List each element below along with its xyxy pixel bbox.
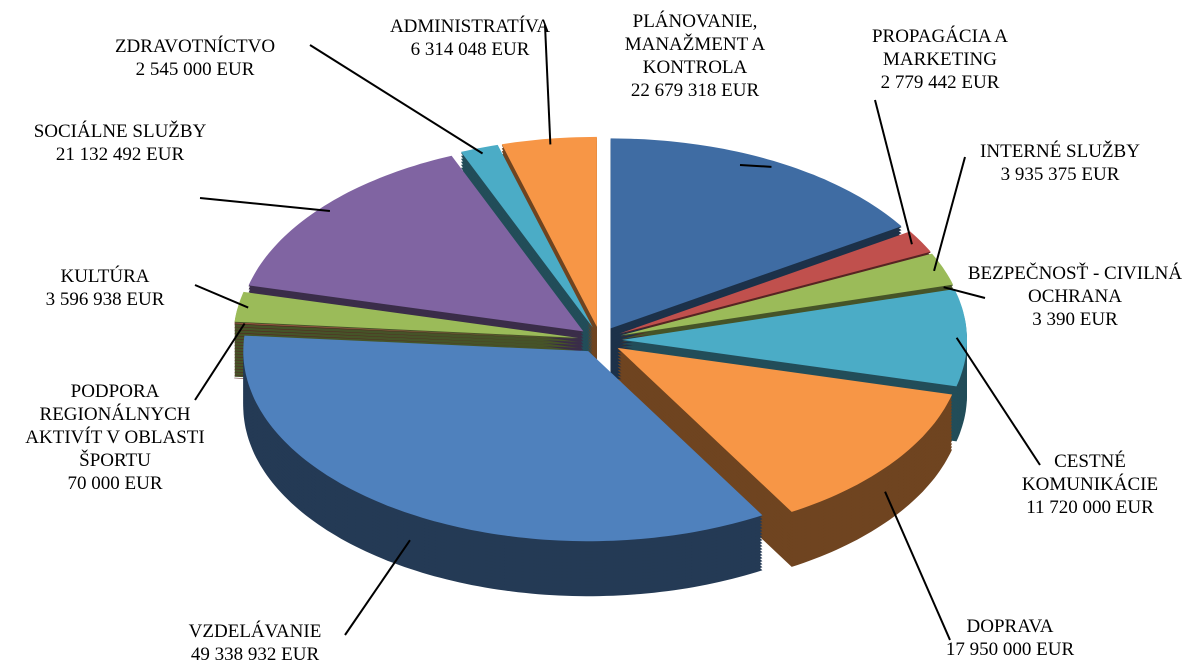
slice-label: INTERNÉ SLUŽBY 3 935 375 EUR xyxy=(950,140,1170,186)
leader-line xyxy=(344,539,411,636)
value-label: 17 950 000 EUR xyxy=(945,639,1075,660)
leader-line xyxy=(194,322,246,401)
value-label: 2 779 442 EUR xyxy=(880,72,1000,93)
leader-line xyxy=(309,44,484,155)
slice-label: VZDELÁVANIE 49 338 932 EUR xyxy=(145,620,365,666)
slice-label: DOPRAVA 17 950 000 EUR xyxy=(910,615,1110,661)
leader-line xyxy=(884,491,951,641)
slice xyxy=(234,291,579,338)
value-label: 70 000 EUR xyxy=(67,473,163,494)
slice-label: KULTÚRA 3 596 938 EUR xyxy=(10,265,200,311)
category: KULTÚRA xyxy=(60,266,150,287)
leader-line xyxy=(199,197,331,213)
value-label: 21 132 492 EUR xyxy=(55,144,185,165)
slice-label: BEZPEČNOSŤ - CIVILNÁ OCHRANA 3 390 EUR xyxy=(960,262,1189,331)
slice-side xyxy=(234,326,579,343)
leader-line xyxy=(544,24,552,145)
leader-line xyxy=(955,337,1041,466)
leader-line xyxy=(739,164,772,168)
slice xyxy=(461,144,593,328)
value-label: 11 720 000 EUR xyxy=(1026,497,1154,518)
value-label: 3 596 938 EUR xyxy=(45,289,165,310)
slice xyxy=(243,335,763,542)
slice-label: PODPORA REGIONÁLNYCH AKTIVÍT V OBLASTI Š… xyxy=(5,380,225,495)
leader-line xyxy=(194,284,249,309)
slice-side xyxy=(234,323,579,340)
category: CESTNÉ KOMUNIKÁCIE xyxy=(1021,451,1159,495)
slice-side xyxy=(234,332,579,349)
category: BEZPEČNOSŤ - CIVILNÁ OCHRANA xyxy=(967,263,1183,307)
category: PODPORA REGIONÁLNYCH AKTIVÍT V OBLASTI Š… xyxy=(25,381,205,471)
category: ADMINISTRATÍVA xyxy=(389,16,551,37)
slice-label: PROPAGÁCIA A MARKETING 2 779 442 EUR xyxy=(840,25,1040,94)
slice xyxy=(610,138,902,329)
category: INTERNÉ SLUŽBY xyxy=(980,141,1140,162)
slice xyxy=(248,155,584,332)
leader-line xyxy=(933,156,966,272)
leader-line xyxy=(943,286,986,299)
slice xyxy=(620,253,953,336)
slice xyxy=(617,347,953,512)
category: PROPAGÁCIA A MARKETING xyxy=(871,26,1009,70)
category: SOCIÁLNE SLUŽBY xyxy=(33,121,207,142)
category: DOPRAVA xyxy=(966,616,1054,637)
category: VZDELÁVANIE xyxy=(188,621,322,642)
slice xyxy=(501,136,597,327)
value-label: 2 545 000 EUR xyxy=(135,59,255,80)
value-label: 6 314 048 EUR xyxy=(410,39,530,60)
slice-label: ADMINISTRATÍVA 6 314 048 EUR xyxy=(360,15,580,61)
value-label: 3 390 EUR xyxy=(1032,309,1118,330)
slice-label: SOCIÁLNE SLUŽBY 21 132 492 EUR xyxy=(25,120,215,166)
slice-label: PLÁNOVANIE, MANAŽMENT A KONTROLA 22 679 3… xyxy=(585,10,805,102)
slice xyxy=(234,322,579,339)
value-label: 3 935 375 EUR xyxy=(1000,164,1120,185)
category: PLÁNOVANIE, MANAŽMENT A KONTROLA xyxy=(624,11,766,78)
slice-label: CESTNÉ KOMUNIKÁCIE 11 720 000 EUR xyxy=(990,450,1189,519)
slice xyxy=(619,231,931,334)
value-label: 49 338 932 EUR xyxy=(190,644,320,665)
slice-label: ZDRAVOTNÍCTVO 2 545 000 EUR xyxy=(95,35,295,81)
value-label: 22 679 318 EUR xyxy=(630,80,760,101)
category: ZDRAVOTNÍCTVO xyxy=(114,36,276,57)
slice-side xyxy=(234,329,579,346)
slice xyxy=(621,289,967,387)
leader-line xyxy=(874,99,913,245)
